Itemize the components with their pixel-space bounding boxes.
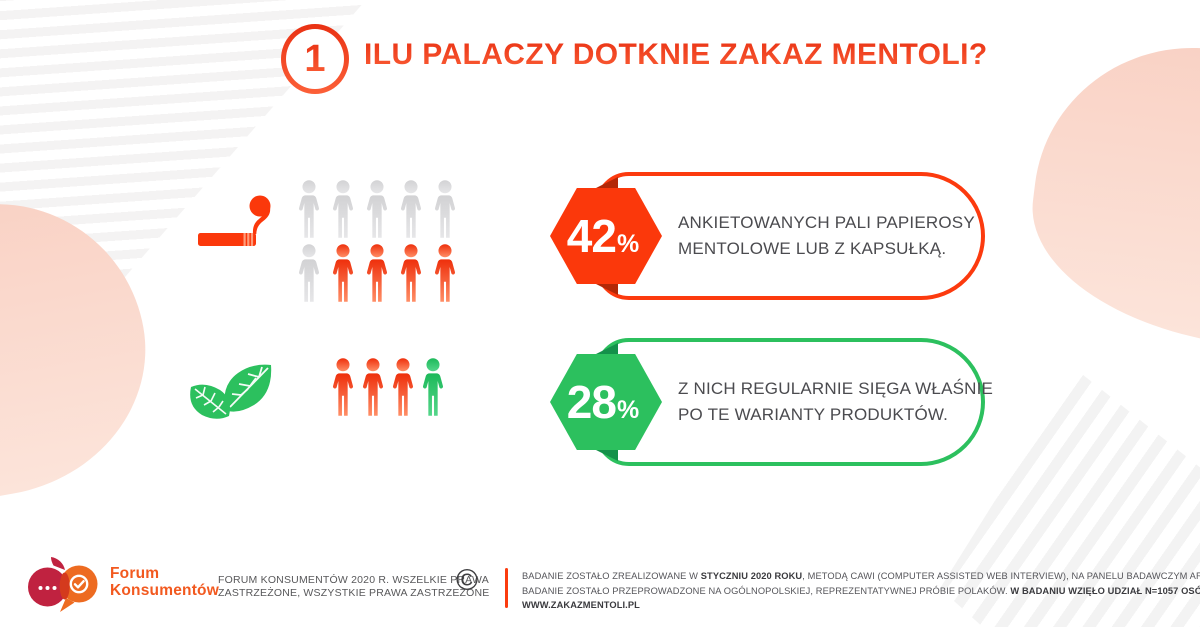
person-icon [432, 244, 458, 302]
study-line: BADANIE ZOSTAŁO PRZEPROWADZONE NA OGÓLNO… [522, 585, 1200, 596]
stat-description-line: ANKIETOWANYCH PALI PAPIEROSY [678, 213, 975, 232]
person-icon [330, 358, 356, 416]
stat-description-line: MENTOLOWE LUB Z KAPSUŁKĄ. [678, 239, 947, 258]
stat-description-line: PO TE WARIANTY PRODUKTÓW. [678, 405, 949, 424]
pink-blob-top-right [1018, 29, 1200, 361]
website-url: WWW.ZAKAZMENTOLI.PL [522, 600, 640, 610]
person-icon [330, 244, 356, 302]
page-title: ILU PALACZY DOTKNIE ZAKAZ MENTOLI? [364, 38, 988, 71]
stat-pill-outline [595, 338, 985, 466]
step-number-badge: 1 [281, 24, 349, 94]
person-icon [296, 180, 322, 238]
mint-leaves-icon [190, 364, 272, 419]
person-icon [330, 180, 356, 238]
person-icon [296, 244, 322, 302]
study-line: BADANIE ZOSTAŁO ZREALIZOWANE W STYCZNIU … [522, 571, 1200, 581]
stat-description: ANKIETOWANYCH PALI PAPIEROSY MENTOLOWE L… [678, 210, 975, 262]
person-icon [364, 244, 390, 302]
step-number: 1 [304, 38, 326, 80]
person-icon [398, 244, 424, 302]
person-icon [390, 358, 416, 416]
person-icon [420, 358, 446, 416]
cigarette-icon [198, 195, 271, 246]
person-icon [398, 180, 424, 238]
copyright-line: ZASTRZEŻONE, WSZYSTKIE PRAWA ZASTRZEŻONE [218, 587, 490, 599]
brand-line: Forum [110, 565, 160, 582]
stat-card-menthol: 28 % Z NICH REGULARNIE SIĘGA WŁAŚNIE PO … [550, 338, 993, 466]
brand-name: Forum Konsumentów [110, 565, 219, 599]
pictogram-row [296, 180, 458, 238]
pictogram-menthol [330, 358, 446, 416]
stat-description-line: Z NICH REGULARNIE SIĘGA WŁAŚNIE [678, 379, 994, 398]
stat-value: 28 [566, 376, 617, 428]
pictogram-row [330, 358, 446, 416]
stat-hexagon: 42 % [550, 188, 662, 284]
footer-divider [505, 568, 508, 608]
stat-value: 42 [566, 210, 617, 262]
footer: Forum Konsumentów FORUM KONSUMENTÓW 2020… [0, 548, 1200, 627]
study-line: WWW.ZAKAZMENTOLI.PL [522, 598, 1200, 613]
pictogram-smokers [296, 180, 458, 302]
pictogram-row [296, 244, 458, 302]
stat-unit: % [616, 230, 640, 258]
copyright-line: FORUM KONSUMENTÓW 2020 R. WSZELKIE PRAWA [218, 574, 489, 586]
stat-unit: % [616, 396, 640, 424]
stat-hexagon: 28 % [550, 354, 662, 450]
stat-description: Z NICH REGULARNIE SIĘGA WŁAŚNIE PO TE WA… [678, 376, 993, 428]
person-icon [432, 180, 458, 238]
forum-konsumentow-logo [28, 557, 98, 612]
person-icon [364, 180, 390, 238]
person-icon [360, 358, 386, 416]
copyright-notice: FORUM KONSUMENTÓW 2020 R. WSZELKIE PRAWA… [218, 574, 490, 600]
copyright-symbol: © [456, 564, 479, 597]
pink-blob-left [0, 180, 168, 520]
study-methodology-text: BADANIE ZOSTAŁO ZREALIZOWANE W STYCZNIU … [522, 569, 1200, 613]
brand-line: Konsumentów [110, 582, 219, 599]
stat-card-smokers: 42 % ANKIETOWANYCH PALI PAPIEROSY MENTOL… [550, 172, 986, 300]
